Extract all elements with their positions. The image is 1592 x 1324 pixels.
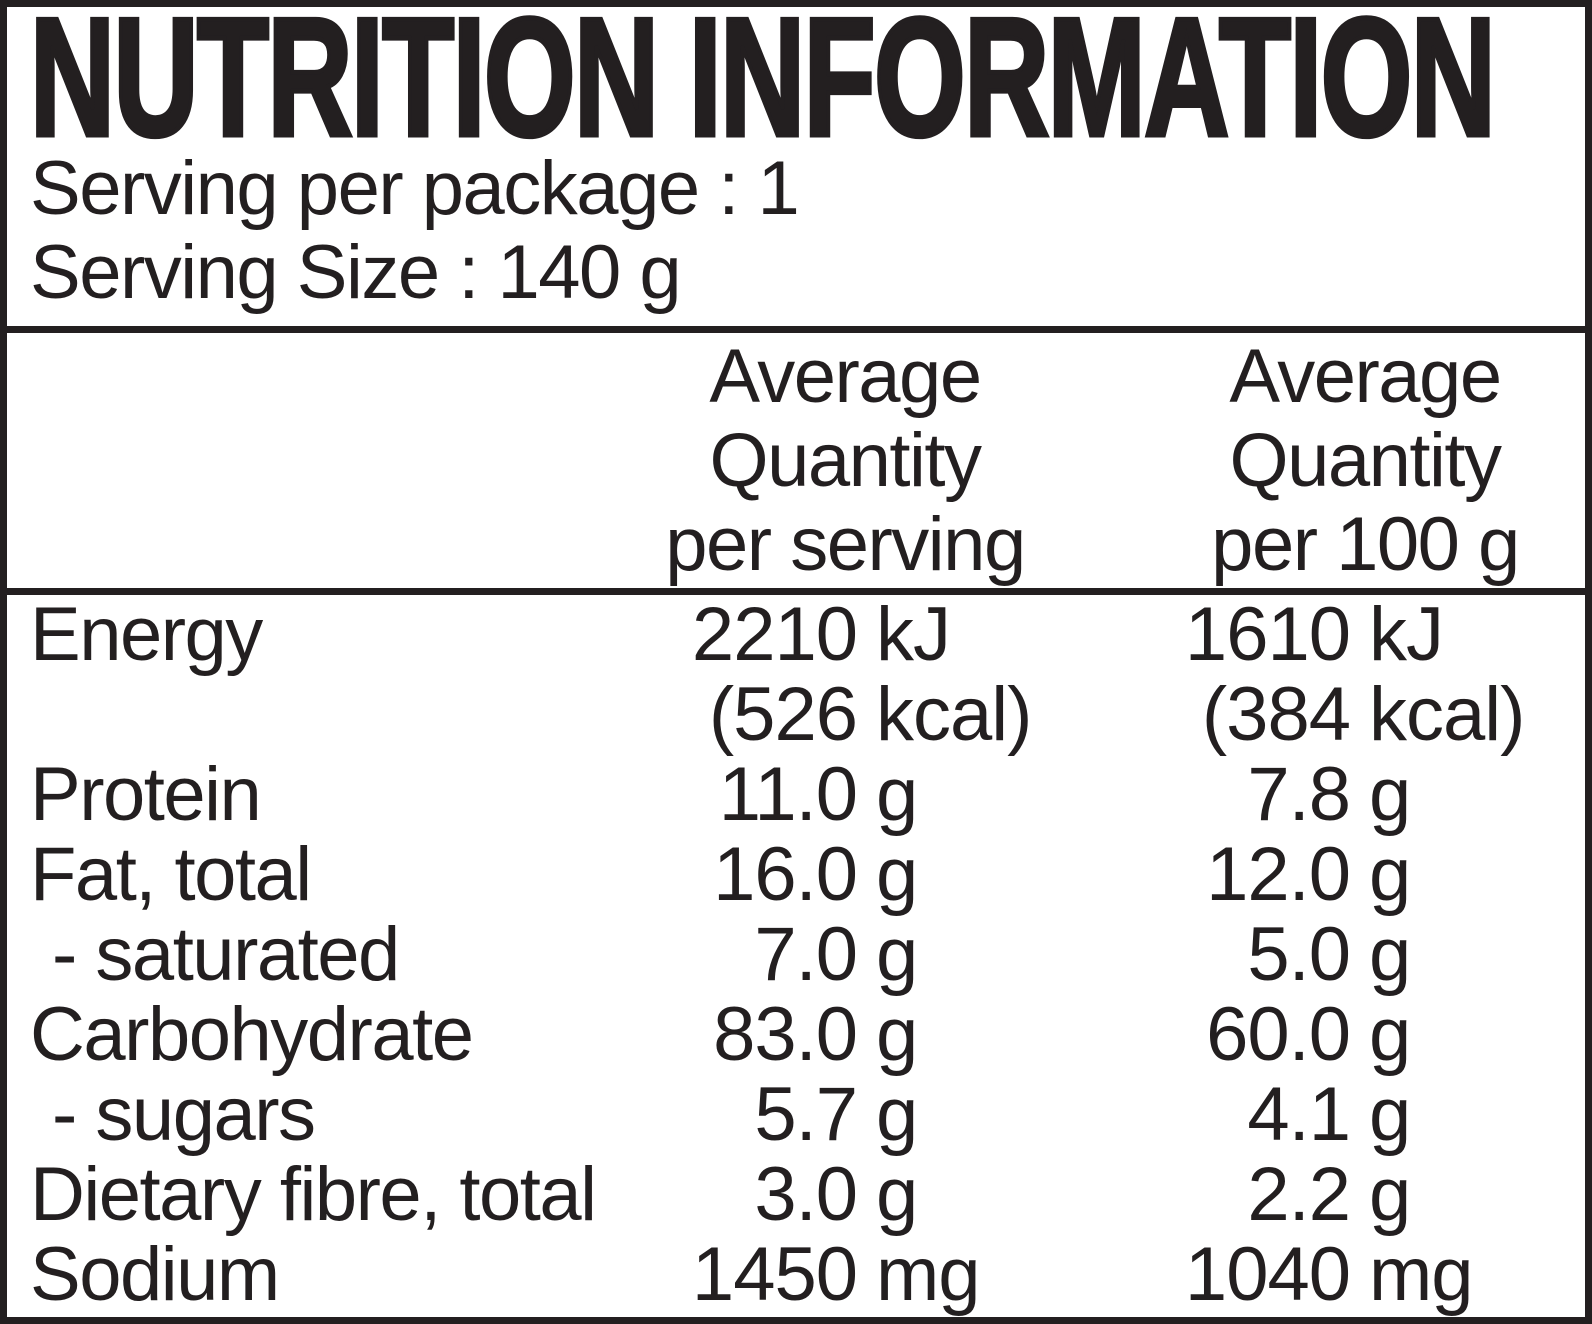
value-unit: g — [876, 1072, 918, 1157]
serving-per-package: Serving per package : 1 — [30, 146, 800, 231]
value-per-100g: 2.2 g — [1095, 1155, 1585, 1235]
value-per-100g: 7.8 g — [1095, 755, 1585, 835]
value-number: 60.0 — [1206, 992, 1351, 1077]
nutrient-row-sodium: Sodium 1450 mg 1040 mg — [7, 1235, 1585, 1315]
nutrient-row-carbohydrate: Carbohydrate 83.0 g 60.0 g — [7, 995, 1585, 1075]
value-number: (384 — [1201, 672, 1351, 757]
value-unit: kJ — [876, 592, 951, 677]
value-number: 7.8 — [1247, 752, 1351, 837]
nutrient-name: Energy — [30, 592, 263, 677]
horizontal-rule-top — [7, 326, 1585, 333]
value-number: 1610 — [1184, 592, 1351, 677]
value-number: 5.0 — [1247, 912, 1351, 997]
value-unit: g — [876, 832, 918, 917]
value-unit: mg — [876, 1232, 981, 1317]
column-header-per-100g: Average Quantity per 100 g — [1095, 335, 1585, 588]
column-header-line: per serving — [665, 502, 1026, 587]
label-title: NUTRITION INFORMATION — [28, 0, 1497, 171]
value-unit: kJ — [1369, 592, 1444, 677]
value-per-serving: (526 kcal) — [595, 675, 1095, 755]
value-per-serving: 3.0 g — [595, 1155, 1095, 1235]
value-number: (526 — [708, 672, 858, 757]
nutrient-name — [7, 675, 595, 755]
nutrient-row-dietary-fibre: Dietary fibre, total 3.0 g 2.2 g — [7, 1155, 1585, 1235]
nutrient-name: Dietary fibre, total — [30, 1152, 597, 1237]
value-unit: g — [1369, 1152, 1411, 1237]
value-unit: g — [1369, 912, 1411, 997]
nutrient-row-energy: Energy 2210 kJ 1610 kJ — [7, 595, 1585, 675]
value-per-100g: 1610 kJ — [1095, 595, 1585, 675]
value-number: 1450 — [691, 1232, 858, 1317]
nutrient-row-fat-total: Fat, total 16.0 g 12.0 g — [7, 835, 1585, 915]
column-header-line: per 100 g — [1211, 502, 1520, 587]
value-per-serving: 16.0 g — [595, 835, 1095, 915]
value-unit: mg — [1369, 1232, 1474, 1317]
value-number: 2210 — [691, 592, 858, 677]
horizontal-rule-middle — [7, 588, 1585, 595]
nutrient-row-saturated: - saturated 7.0 g 5.0 g — [7, 915, 1585, 995]
value-unit: g — [1369, 1072, 1411, 1157]
serving-size: Serving Size : 140 g — [30, 230, 682, 315]
value-per-serving: 11.0 g — [595, 755, 1095, 835]
column-header-line: Quantity — [709, 418, 982, 503]
nutrient-table: Energy 2210 kJ 1610 kJ (526 kcal) (384 k… — [7, 595, 1585, 1317]
value-number: 3.0 — [754, 1152, 858, 1237]
value-per-100g: 60.0 g — [1095, 995, 1585, 1075]
value-number: 1040 — [1184, 1232, 1351, 1317]
value-number: 11.0 — [718, 752, 858, 837]
column-header-line: Quantity — [1229, 418, 1502, 503]
nutrient-name: - saturated — [52, 912, 400, 997]
column-header-line: Average — [1229, 334, 1502, 419]
value-per-serving: 7.0 g — [595, 915, 1095, 995]
value-unit: kcal) — [876, 672, 1032, 757]
nutrient-name: - sugars — [52, 1072, 316, 1157]
value-per-100g: 12.0 g — [1095, 835, 1585, 915]
value-per-100g: 1040 mg — [1095, 1235, 1585, 1315]
value-per-100g: 5.0 g — [1095, 915, 1585, 995]
nutrient-row-energy-kcal: (526 kcal) (384 kcal) — [7, 675, 1585, 755]
nutrient-name: Protein — [30, 752, 262, 837]
label-header-section: NUTRITION INFORMATION Serving per packag… — [7, 0, 1585, 326]
value-unit: g — [1369, 752, 1411, 837]
value-per-100g: (384 kcal) — [1095, 675, 1585, 755]
value-per-serving: 1450 mg — [595, 1235, 1095, 1315]
value-number: 16.0 — [713, 832, 858, 917]
nutrient-name: Carbohydrate — [30, 992, 474, 1077]
value-number: 5.7 — [754, 1072, 858, 1157]
value-per-serving: 83.0 g — [595, 995, 1095, 1075]
nutrient-row-protein: Protein 11.0 g 7.8 g — [7, 755, 1585, 835]
value-per-serving: 5.7 g — [595, 1075, 1095, 1155]
value-unit: g — [876, 992, 918, 1077]
value-per-100g: 4.1 g — [1095, 1075, 1585, 1155]
column-header-nutrient — [7, 335, 595, 588]
value-unit: g — [1369, 992, 1411, 1077]
column-header-row: Average Quantity per serving Average Qua… — [7, 333, 1585, 588]
value-number: 83.0 — [713, 992, 858, 1077]
value-unit: g — [876, 1152, 918, 1237]
column-header-per-serving: Average Quantity per serving — [595, 335, 1095, 588]
column-header-line: Average — [709, 334, 982, 419]
value-per-serving: 2210 kJ — [595, 595, 1095, 675]
value-number: 2.2 — [1247, 1152, 1351, 1237]
value-unit: kcal) — [1369, 672, 1525, 757]
value-unit: g — [1369, 832, 1411, 917]
nutrient-row-sugars: - sugars 5.7 g 4.1 g — [7, 1075, 1585, 1155]
nutrient-name: Fat, total — [30, 832, 312, 917]
value-number: 12.0 — [1206, 832, 1351, 917]
value-number: 4.1 — [1247, 1072, 1351, 1157]
nutrient-name: Sodium — [30, 1232, 280, 1317]
value-number: 7.0 — [754, 912, 858, 997]
value-unit: g — [876, 752, 918, 837]
value-unit: g — [876, 912, 918, 997]
